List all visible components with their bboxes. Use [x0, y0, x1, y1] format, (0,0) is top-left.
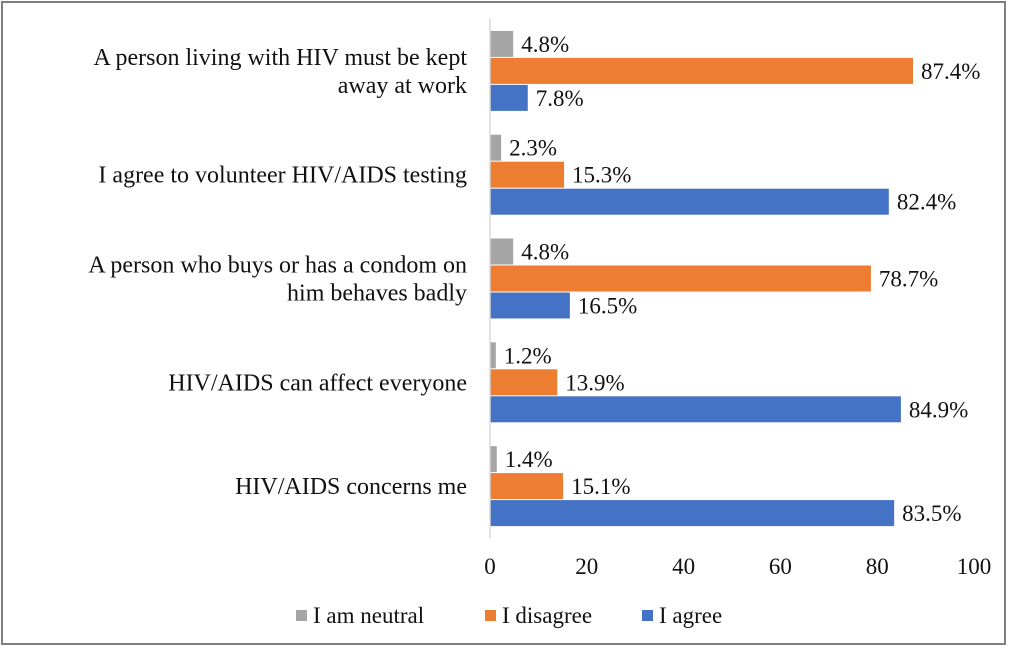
data-label-3-2: 78.7%	[879, 267, 938, 292]
bar-1-3	[490, 84, 528, 111]
bar-2-2	[490, 161, 565, 188]
x-tick-label-40: 40	[672, 554, 695, 579]
legend-label-2: I disagree	[502, 603, 592, 628]
data-label-5-1: 1.4%	[505, 447, 553, 472]
bar-5-1	[490, 446, 497, 473]
bar-5-2	[490, 473, 564, 500]
data-labels-group: 4.8% 87.4% 7.8% 2.3% 15.3% 82.4% 4.8% 78.7% 16.5…	[504, 32, 981, 526]
legend-swatch-3	[642, 610, 653, 621]
category-label-4-line-1: HIV/AIDS can affect everyone	[168, 370, 467, 396]
category-labels-group: A person living with HIV must be keptawa…	[88, 45, 467, 500]
bar-2-1	[490, 134, 502, 161]
x-tick-label-20: 20	[575, 554, 598, 579]
legend-label-1: I am neutral	[313, 603, 424, 628]
category-label-1-line-1: A person living with HIV must be kept	[93, 45, 467, 71]
category-label-2-line-1: I agree to volunteer HIV/AIDS testing	[98, 163, 467, 189]
legend: I am neutral I disagree I agree	[296, 603, 722, 628]
bar-4-1	[490, 342, 496, 369]
bar-2-3	[490, 188, 889, 215]
bar-4-3	[490, 396, 901, 423]
data-label-1-1: 4.8%	[521, 32, 569, 57]
category-label-1-line-2: away at work	[338, 73, 467, 99]
x-tick-label-60: 60	[769, 554, 792, 579]
data-label-4-3: 84.9%	[909, 397, 968, 422]
data-label-3-1: 4.8%	[521, 240, 569, 265]
bar-3-2	[490, 265, 871, 292]
bar-1-2	[490, 57, 914, 84]
bar-3-3	[490, 292, 570, 319]
data-label-2-3: 82.4%	[897, 190, 956, 215]
bar-4-2	[490, 369, 558, 396]
data-label-5-3: 83.5%	[902, 501, 961, 526]
bar-1-1	[490, 30, 514, 57]
bars-group	[490, 30, 914, 527]
data-label-2-1: 2.3%	[509, 136, 557, 161]
bar-5-3	[490, 500, 895, 527]
data-label-4-2: 13.9%	[565, 370, 624, 395]
data-label-1-3: 7.8%	[536, 86, 584, 111]
data-label-2-2: 15.3%	[572, 163, 631, 188]
legend-swatch-1	[296, 610, 307, 621]
category-label-5-line-1: HIV/AIDS concerns me	[235, 474, 467, 500]
data-label-3-3: 16.5%	[578, 294, 637, 319]
data-label-5-2: 15.1%	[571, 474, 630, 499]
x-tick-label-0: 0	[484, 554, 496, 579]
data-label-1-2: 87.4%	[921, 59, 980, 84]
category-label-3-line-2: him behaves badly	[287, 281, 467, 307]
bar-3-1	[490, 238, 514, 265]
x-tick-labels-group: 0 20 40 60 80 100	[484, 554, 991, 579]
x-tick-label-80: 80	[866, 554, 889, 579]
x-tick-label-100: 100	[957, 554, 992, 579]
legend-label-3: I agree	[659, 603, 722, 628]
category-label-3-line-1: A person who buys or has a condom on	[88, 253, 467, 279]
legend-swatch-2	[485, 610, 496, 621]
data-label-4-1: 1.2%	[504, 343, 552, 368]
